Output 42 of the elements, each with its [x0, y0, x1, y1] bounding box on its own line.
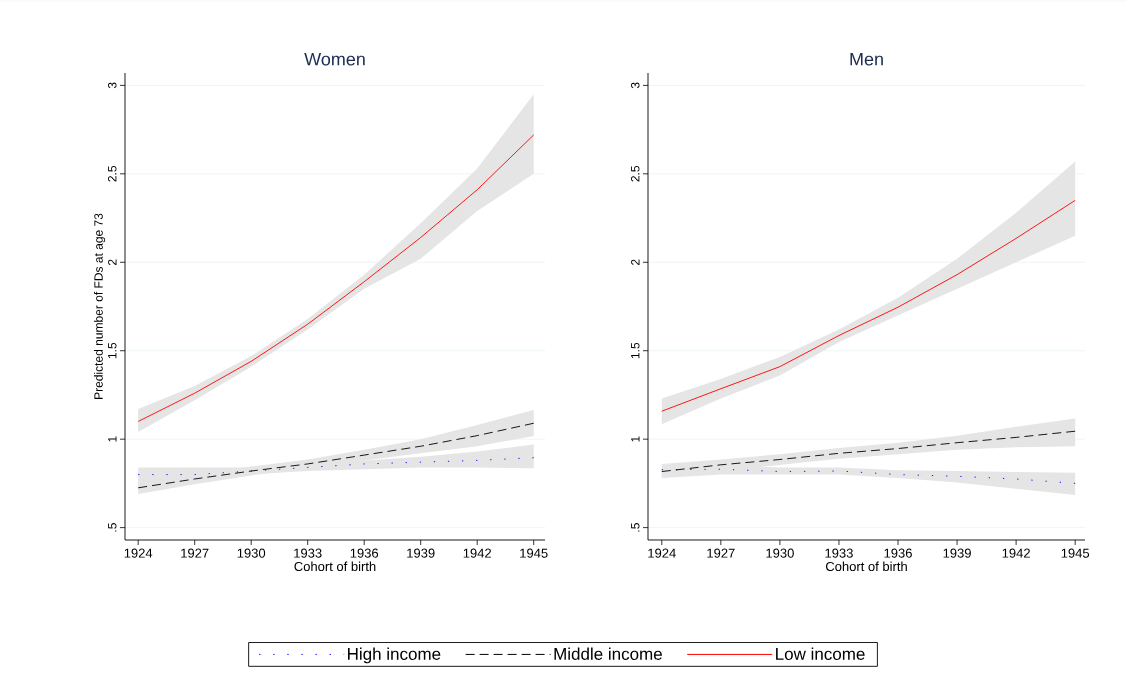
x-tick-label: 1939	[407, 548, 435, 558]
x-tick-label: 1945	[1061, 548, 1090, 558]
x-tick-label: 1942	[1002, 548, 1030, 558]
line-series	[661, 199, 1076, 412]
x-tick-label: 1927	[707, 548, 735, 558]
x-tick-label: 1942	[463, 548, 491, 558]
legend-label: High income	[348, 647, 441, 664]
y-tick-label: 2	[108, 259, 117, 265]
x-tick-label: 1936	[350, 548, 379, 558]
x-tick-label: 1939	[943, 548, 971, 558]
y-tick-label: 1	[108, 436, 117, 442]
line-series	[661, 468, 1076, 484]
chart-title: Women	[304, 52, 365, 66]
line-series	[137, 422, 535, 489]
x-tick-label: 1933	[825, 548, 853, 558]
y-tick-label: 1.5	[108, 342, 117, 359]
x-tick-label: 1933	[294, 548, 322, 558]
y-tick-label: 2.5	[108, 165, 117, 182]
x-axis-title: Cohort of birth	[825, 561, 907, 572]
y-axis-title: Predicted number of FDs at age 73	[93, 213, 106, 399]
y-tick-label: .5	[108, 523, 117, 532]
line-series	[661, 430, 1076, 472]
legend-label: Middle income	[554, 647, 662, 660]
chart-title: Men	[850, 52, 883, 66]
y-tick-label: 3	[631, 82, 640, 89]
line-series	[137, 134, 535, 422]
x-tick-label: 1924	[648, 548, 676, 558]
line-series	[137, 457, 535, 475]
y-tick-label: 3	[108, 82, 117, 89]
y-tick-label: 1.5	[631, 342, 640, 359]
legend-label: Low income	[776, 647, 865, 660]
x-tick-label: 1927	[181, 548, 209, 558]
x-tick-label: 1930	[766, 548, 794, 558]
y-tick-label: 2	[631, 259, 640, 265]
x-tick-label: 1930	[237, 548, 266, 558]
x-tick-label: 1936	[884, 548, 912, 558]
x-axis-title: Cohort of birth	[294, 561, 376, 572]
x-tick-label: 1924	[124, 548, 153, 558]
y-tick-label: 2.5	[631, 165, 640, 182]
x-tick-label: 1945	[520, 548, 548, 558]
y-tick-label: 1	[631, 436, 640, 442]
y-tick-label: .5	[631, 523, 640, 532]
